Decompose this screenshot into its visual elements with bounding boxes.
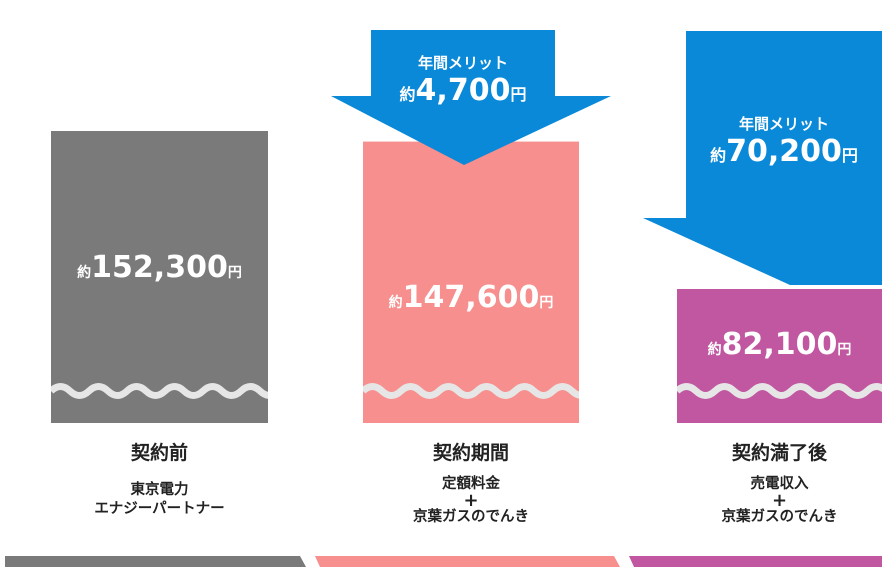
category-after: 契約満了後 売電収入 + 京葉ガスのでんき [677,438,882,527]
axis-break-wave [51,383,268,399]
yen-unit: 円 [841,146,858,165]
approx-prefix: 約 [710,146,727,165]
plus-icon: + [463,490,479,511]
description-line1: 東京電力 [130,482,189,498]
approx-prefix: 約 [388,295,403,311]
bar-0 [51,131,268,423]
yen-unit: 円 [510,85,527,104]
axis-break-wave [677,383,882,399]
yen-unit: 円 [227,265,242,281]
category-during: 契約期間 定額料金 + 京葉ガスのでんき [363,438,579,527]
savings-label-1: 年間メリット 約4,700円 [371,52,555,108]
description-line1: 定額料金 [442,476,500,492]
value-number: 82,100 [721,327,838,362]
plus-icon: + [771,490,788,511]
category-label: 契約期間 [432,442,509,464]
savings-title: 年間メリット [738,115,829,133]
bar-1 [363,141,579,423]
phase-strip-during [315,556,620,567]
approx-prefix: 約 [707,342,722,358]
savings-arrow-2 [643,31,882,285]
bar-value-label: 約147,600円 [363,280,579,315]
yen-unit: 円 [539,295,554,311]
savings-title: 年間メリット [417,54,508,72]
description-line2: 京葉ガスのでんき [721,509,838,525]
approx-prefix: 約 [77,265,92,281]
description-line2: 京葉ガスのでんき [413,509,529,525]
bar-value-label: 約152,300円 [51,250,268,285]
category-label: 契約前 [130,442,188,464]
phase-strip-before [5,556,306,567]
description-line1: 売電収入 [750,476,809,492]
value-number: 147,600 [402,280,540,315]
category-before: 契約前 東京電力 エナジーパートナー [51,438,268,519]
savings-label-2: 年間メリット 約70,200円 [686,113,882,169]
axis-break-wave [363,383,579,399]
value-number: 152,300 [91,250,228,285]
category-label: 契約満了後 [731,442,827,464]
yen-unit: 円 [837,342,852,358]
description-line2: エナジーパートナー [94,501,225,517]
phase-strip-after [629,556,882,567]
approx-prefix: 約 [399,85,416,104]
savings-arrow-1 [331,30,611,165]
bar-value-label: 約82,100円 [677,327,882,362]
savings-value: 4,700 [415,73,511,108]
savings-value: 70,200 [726,134,842,169]
bar-2 [677,289,882,423]
